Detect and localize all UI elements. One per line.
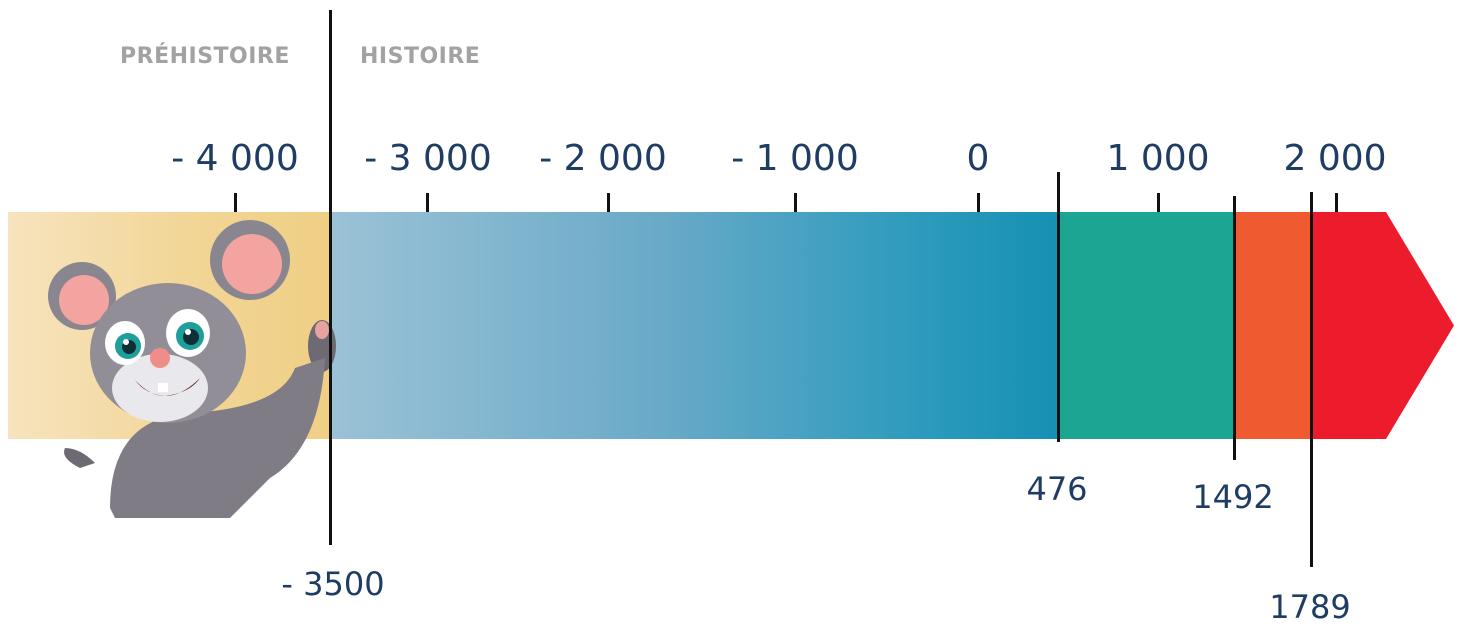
tick-minus-1000 xyxy=(794,193,797,213)
tick-label-2000: 2 000 xyxy=(1283,138,1387,179)
date-label-1789: 1789 xyxy=(1269,588,1351,626)
tick-minus-3000 xyxy=(426,193,429,213)
era-label-history: HISTOIRE xyxy=(360,44,481,69)
divider-1789 xyxy=(1310,192,1313,567)
band-modern-era xyxy=(1234,212,1312,439)
tick-label-minus-3000: - 3 000 xyxy=(364,138,492,179)
divider-476 xyxy=(1057,172,1060,442)
date-label-minus-3500: - 3500 xyxy=(281,565,385,603)
band-middle-ages xyxy=(1058,212,1234,439)
tick-minus-4000 xyxy=(234,193,237,213)
date-label-476: 476 xyxy=(1026,470,1088,508)
tick-label-0: 0 xyxy=(966,138,990,179)
tick-label-minus-1000: - 1 000 xyxy=(731,138,859,179)
tick-minus-2000 xyxy=(607,193,610,213)
mouse-mascot-image xyxy=(48,220,336,518)
divider-1492 xyxy=(1233,196,1236,460)
era-label-prehistory: PRÉHISTOIRE xyxy=(120,44,290,69)
tick-0 xyxy=(977,193,980,213)
date-label-1492: 1492 xyxy=(1192,478,1274,516)
tick-label-minus-4000: - 4 000 xyxy=(171,138,299,179)
tick-1000 xyxy=(1157,193,1160,213)
tick-label-minus-2000: - 2 000 xyxy=(539,138,667,179)
divider-minus-3500 xyxy=(329,10,332,545)
tick-2000 xyxy=(1335,193,1338,213)
band-contemporary-arrow xyxy=(1310,212,1454,439)
band-antiquity xyxy=(330,212,1058,439)
tick-label-1000: 1 000 xyxy=(1106,138,1210,179)
